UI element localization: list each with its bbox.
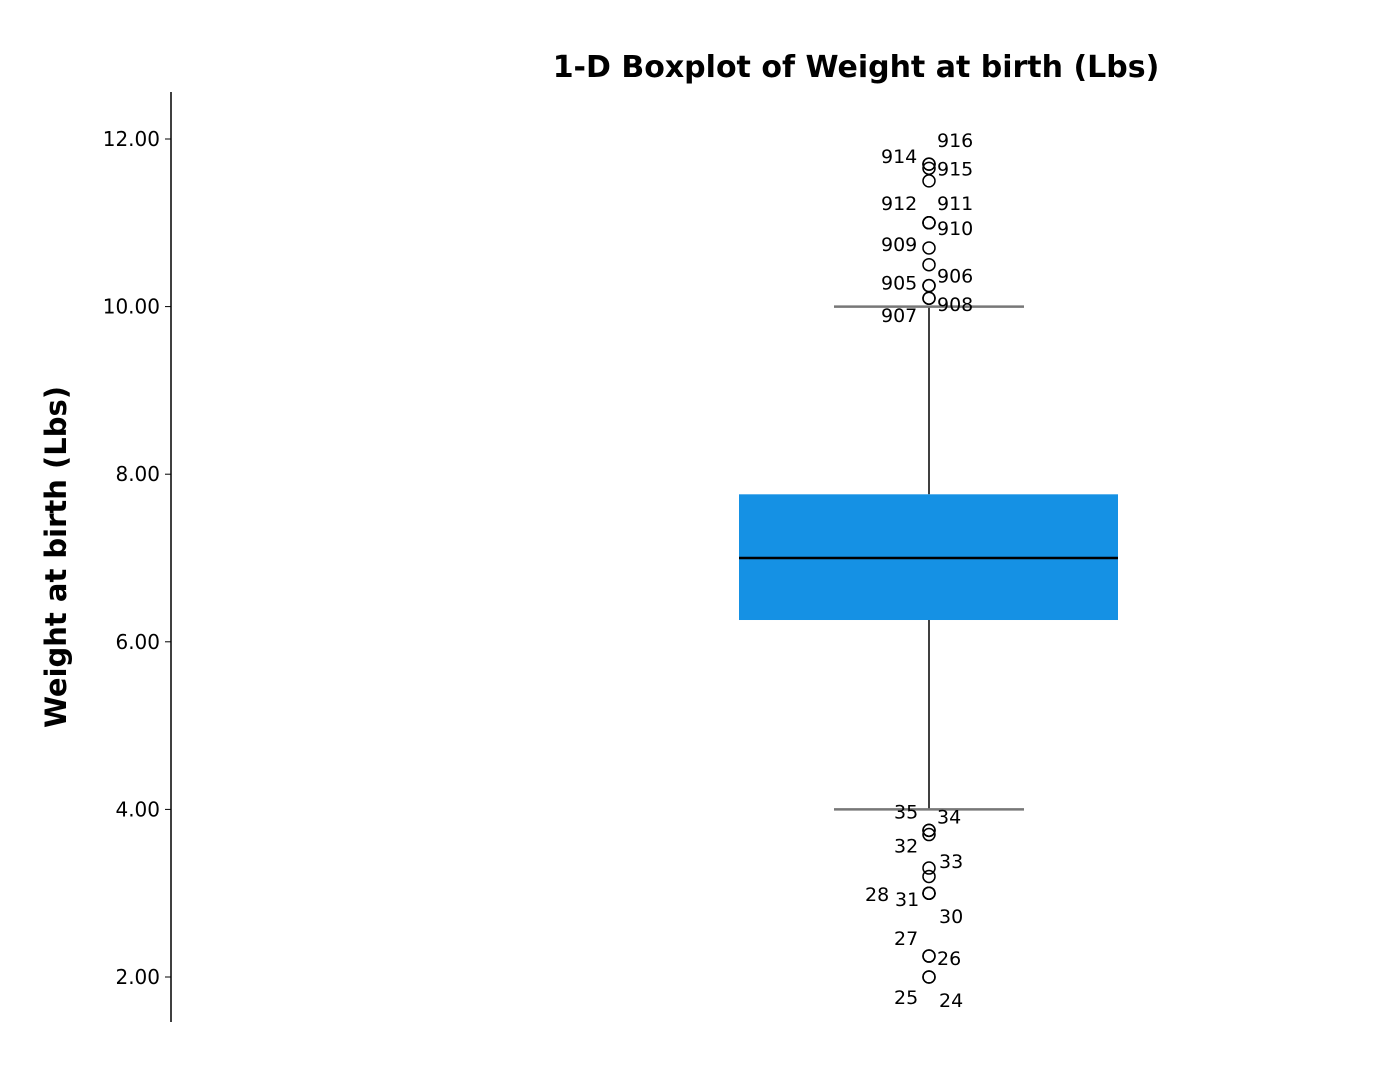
outlier-point <box>922 291 936 305</box>
y-axis-label: Weight at birth (Lbs) <box>39 386 73 728</box>
outlier-label: 25 <box>894 987 918 1009</box>
outliers-group: 914 916 915 912 911 910 909 905 906 908 907 35 34 32 3… <box>865 130 973 1012</box>
outlier-label: 31 <box>895 889 919 911</box>
outlier-point <box>922 827 936 842</box>
outlier-label: 910 <box>937 218 973 240</box>
y-tick-label: 6.00 <box>115 630 160 654</box>
outlier-label: 34 <box>937 806 961 828</box>
outlier-label: 905 <box>881 273 917 295</box>
outlier-label: 907 <box>881 305 917 327</box>
outlier-point <box>922 174 936 188</box>
y-tick-label: 4.00 <box>115 797 160 821</box>
outlier-label: 909 <box>881 234 917 256</box>
outlier-point <box>922 157 936 171</box>
outlier-label: 26 <box>937 948 961 970</box>
y-tick-label: 10.00 <box>103 295 160 319</box>
outlier-label: 28 <box>865 884 889 906</box>
outlier-label: 27 <box>894 928 918 950</box>
outlier-point <box>922 949 936 963</box>
outlier-label: 911 <box>937 193 973 215</box>
outlier-point <box>922 823 936 838</box>
outlier-label: 908 <box>937 294 973 316</box>
outlier-label: 32 <box>894 836 918 858</box>
y-axis-ticks: 2.00 4.00 6.00 8.00 10.00 12.00 <box>103 127 171 989</box>
y-tick-label: 8.00 <box>115 462 160 486</box>
outlier-point <box>922 886 936 900</box>
outlier-point <box>922 216 936 230</box>
outlier-label: 33 <box>939 851 963 873</box>
outlier-label: 912 <box>881 193 917 215</box>
outlier-label: 30 <box>939 906 963 928</box>
box-group <box>739 305 1118 811</box>
outlier-point <box>922 257 936 272</box>
outlier-label: 24 <box>939 990 963 1012</box>
outlier-label: 906 <box>937 266 973 288</box>
y-tick-label: 12.00 <box>103 127 160 151</box>
outlier-label: 914 <box>881 146 917 168</box>
outlier-label: 35 <box>894 801 918 823</box>
outlier-label: 915 <box>937 158 973 180</box>
outlier-point <box>922 241 936 255</box>
outlier-label: 916 <box>937 130 973 152</box>
outlier-point <box>922 869 936 884</box>
chart-title: 1-D Boxplot of Weight at birth (Lbs) <box>553 50 1160 85</box>
outlier-point <box>922 278 936 293</box>
y-tick-label: 2.00 <box>115 965 160 989</box>
outlier-point <box>922 970 936 984</box>
outlier-point <box>922 861 936 875</box>
